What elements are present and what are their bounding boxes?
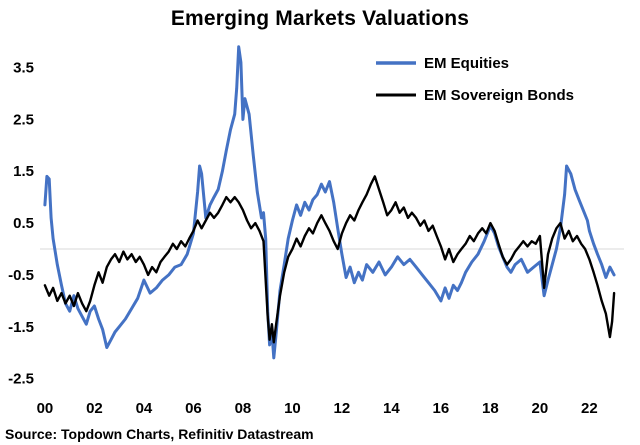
y-tick-label: 3.5 xyxy=(13,60,34,77)
y-tick-label: 1.5 xyxy=(13,163,34,180)
x-tick-label: 14 xyxy=(383,400,400,417)
source-text: Source: Topdown Charts, Refinitiv Datast… xyxy=(5,426,314,442)
x-tick-label: 06 xyxy=(185,400,202,417)
legend-label-em-equities: EM Equities xyxy=(424,55,509,72)
x-tick-label: 02 xyxy=(86,400,103,417)
series-line-em-equities xyxy=(43,45,616,360)
y-tick-label: -0.5 xyxy=(8,267,34,284)
x-tick-label: 10 xyxy=(284,400,301,417)
x-tick-label: 12 xyxy=(334,400,351,417)
x-tick-label: 22 xyxy=(581,400,598,417)
x-tick-label: 00 xyxy=(37,400,54,417)
x-tick-label: 18 xyxy=(482,400,499,417)
plot-area: 3.5 2.5 1.5 0.5 -0.5 -1.5 -2.500 02 04 06 08 10 12 14… xyxy=(8,45,624,417)
y-tick-label: 2.5 xyxy=(13,111,34,128)
series-line-em-sovereign-bonds xyxy=(43,175,616,344)
x-tick-label: 08 xyxy=(235,400,252,417)
chart-title: Emerging Markets Valuations xyxy=(170,7,470,30)
y-tick-label: -2.5 xyxy=(8,371,34,388)
y-tick-label: -1.5 xyxy=(8,319,34,336)
x-tick-label: 16 xyxy=(433,400,450,417)
legend-label-em-sovereign-bonds: EM Sovereign Bonds xyxy=(424,87,574,104)
x-tick-label: 04 xyxy=(136,400,153,417)
y-tick-label: 0.5 xyxy=(13,215,34,232)
x-tick-label: 20 xyxy=(532,400,549,417)
